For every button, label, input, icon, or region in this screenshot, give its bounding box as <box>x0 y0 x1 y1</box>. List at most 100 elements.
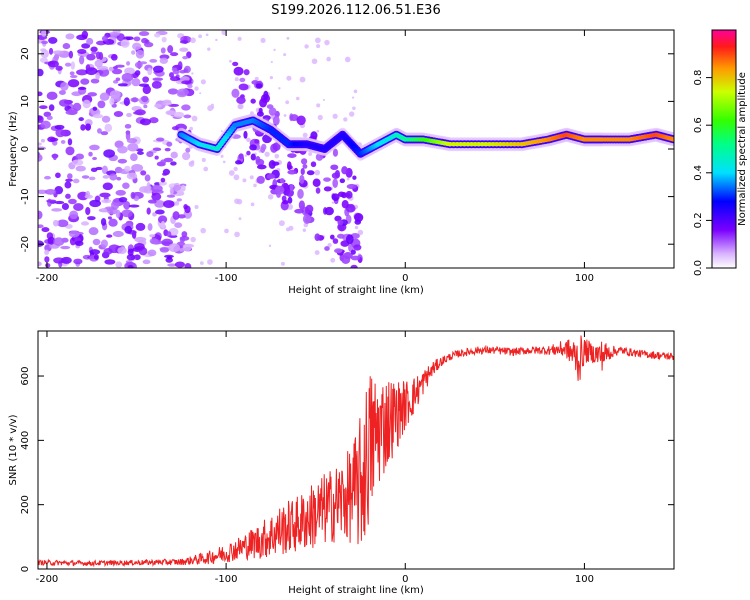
noise-blob <box>126 172 138 180</box>
noise-blob <box>147 199 157 204</box>
noise-dot <box>353 89 358 94</box>
scatter-blob <box>296 115 306 126</box>
noise-blob <box>117 246 127 255</box>
noise-blob <box>101 35 108 42</box>
noise-blob <box>135 222 146 231</box>
noise-blob <box>109 90 121 99</box>
y-tick-label: 400 <box>20 431 31 450</box>
noise-dot <box>274 153 280 159</box>
noise-blob <box>187 84 193 89</box>
noise-blob <box>67 173 73 180</box>
noise-blob <box>159 57 169 64</box>
noise-blob <box>142 85 151 95</box>
noise-blob <box>147 223 153 231</box>
noise-blob <box>131 50 136 55</box>
noise-blob <box>77 48 87 54</box>
noise-blob <box>90 46 98 53</box>
scatter-blob <box>300 167 305 176</box>
noise-blob <box>173 111 185 118</box>
noise-blob <box>60 140 66 144</box>
noise-dot <box>357 229 364 236</box>
noise-dot <box>237 36 242 41</box>
noise-blob <box>164 147 171 152</box>
noise-blob <box>38 224 44 229</box>
scatter-blob <box>279 177 285 184</box>
noise-blob <box>139 118 152 126</box>
noise-blob <box>146 151 154 158</box>
noise-dot <box>283 53 287 57</box>
noise-blob <box>127 143 139 152</box>
scatter-blob <box>246 150 251 156</box>
noise-dot <box>348 111 355 117</box>
noise-blob <box>124 123 132 129</box>
noise-blob <box>86 37 94 45</box>
scatter-blob <box>354 219 362 225</box>
noise-dot <box>194 86 199 91</box>
noise-blob <box>81 30 89 39</box>
noise-blob <box>115 64 125 68</box>
noise-blob <box>180 184 186 192</box>
noise-blob <box>57 219 69 228</box>
noise-blob <box>68 50 74 59</box>
noise-blob <box>75 153 84 160</box>
noise-blob <box>67 79 80 88</box>
noise-blob <box>134 61 143 69</box>
scatter-blob <box>272 115 280 126</box>
noise-blob <box>85 206 91 216</box>
noise-blob <box>80 124 86 131</box>
noise-dot <box>327 243 332 248</box>
noise-blob <box>108 218 118 227</box>
noise-blob <box>170 151 178 159</box>
noise-blob <box>152 77 164 81</box>
noise-blob <box>161 100 172 106</box>
noise-dot <box>316 44 321 49</box>
noise-blob <box>143 42 154 48</box>
noise-dot <box>351 96 355 99</box>
noise-blob <box>138 31 150 37</box>
scatter-blob <box>256 175 265 184</box>
noise-blob <box>161 238 173 247</box>
noise-blob <box>176 198 182 202</box>
scatter-blob <box>330 234 335 240</box>
colorbar-tick-label: 0.8 <box>693 70 704 86</box>
noise-blob <box>124 225 133 234</box>
scatter-blob <box>310 161 317 168</box>
snr-xlabel: Height of straight line (km) <box>288 585 424 596</box>
noise-blob <box>87 92 98 97</box>
noise-blob <box>149 238 159 244</box>
noise-blob <box>65 33 75 40</box>
noise-dot <box>324 39 330 46</box>
x-tick-label: 0 <box>402 273 408 284</box>
noise-dot <box>222 160 226 164</box>
noise-blob <box>41 227 50 233</box>
noise-blob <box>166 231 172 238</box>
noise-dot <box>285 100 290 105</box>
noise-blob <box>40 138 45 143</box>
noise-blob <box>100 218 107 226</box>
noise-dot <box>190 37 196 44</box>
noise-blob <box>147 67 153 76</box>
noise-blob <box>142 259 151 265</box>
noise-blob <box>185 147 191 153</box>
scatter-blob <box>354 213 364 222</box>
noise-blob <box>160 220 166 229</box>
noise-blob <box>181 104 191 111</box>
noise-blob <box>46 91 58 101</box>
scatter-blob <box>266 104 274 109</box>
noise-blob <box>92 113 104 119</box>
noise-blob <box>115 189 126 196</box>
noise-blob <box>46 115 53 120</box>
y-tick-label: 600 <box>20 366 31 385</box>
noise-blob <box>143 104 148 109</box>
noise-blob <box>53 237 65 246</box>
noise-blob <box>124 67 135 75</box>
noise-blob <box>89 199 102 208</box>
scatter-blob <box>255 83 263 89</box>
noise-blob <box>100 208 108 213</box>
noise-dot <box>311 58 318 65</box>
noise-blob <box>48 36 58 44</box>
noise-blob <box>154 155 159 160</box>
noise-blob <box>60 82 69 91</box>
noise-dot <box>295 96 300 101</box>
scatter-blob <box>341 200 349 209</box>
